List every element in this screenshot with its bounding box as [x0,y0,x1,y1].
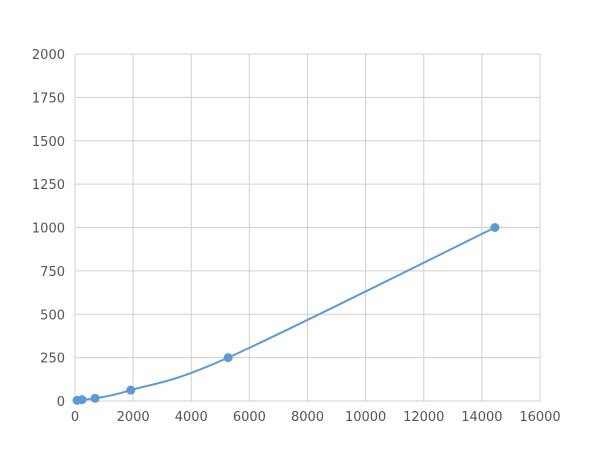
y-tick-label: 1750 [32,91,65,106]
x-tick-label: 16000 [519,410,560,425]
y-tick-label: 250 [40,352,65,367]
data-point [223,353,233,363]
x-tick-label: 0 [71,410,79,425]
x-tick-label: 10000 [345,410,386,425]
y-tick-label: 1000 [32,222,65,237]
y-tick-label: 500 [40,308,65,323]
data-point [77,395,87,405]
x-tick-label: 4000 [175,410,208,425]
x-tick-label: 6000 [233,410,266,425]
y-tick-label: 1250 [32,178,65,193]
x-tick-label: 12000 [403,410,444,425]
data-point [490,223,500,232]
x-tick-label: 2000 [117,410,150,425]
y-tick-label: 0 [57,395,65,410]
data-point [90,393,100,403]
y-tick-label: 750 [40,265,65,280]
x-tick-label: 14000 [461,410,502,425]
x-tick-label: 8000 [291,410,324,425]
y-tick-label: 1500 [32,135,65,150]
data-point [126,385,136,395]
y-tick-label: 2000 [32,48,65,63]
